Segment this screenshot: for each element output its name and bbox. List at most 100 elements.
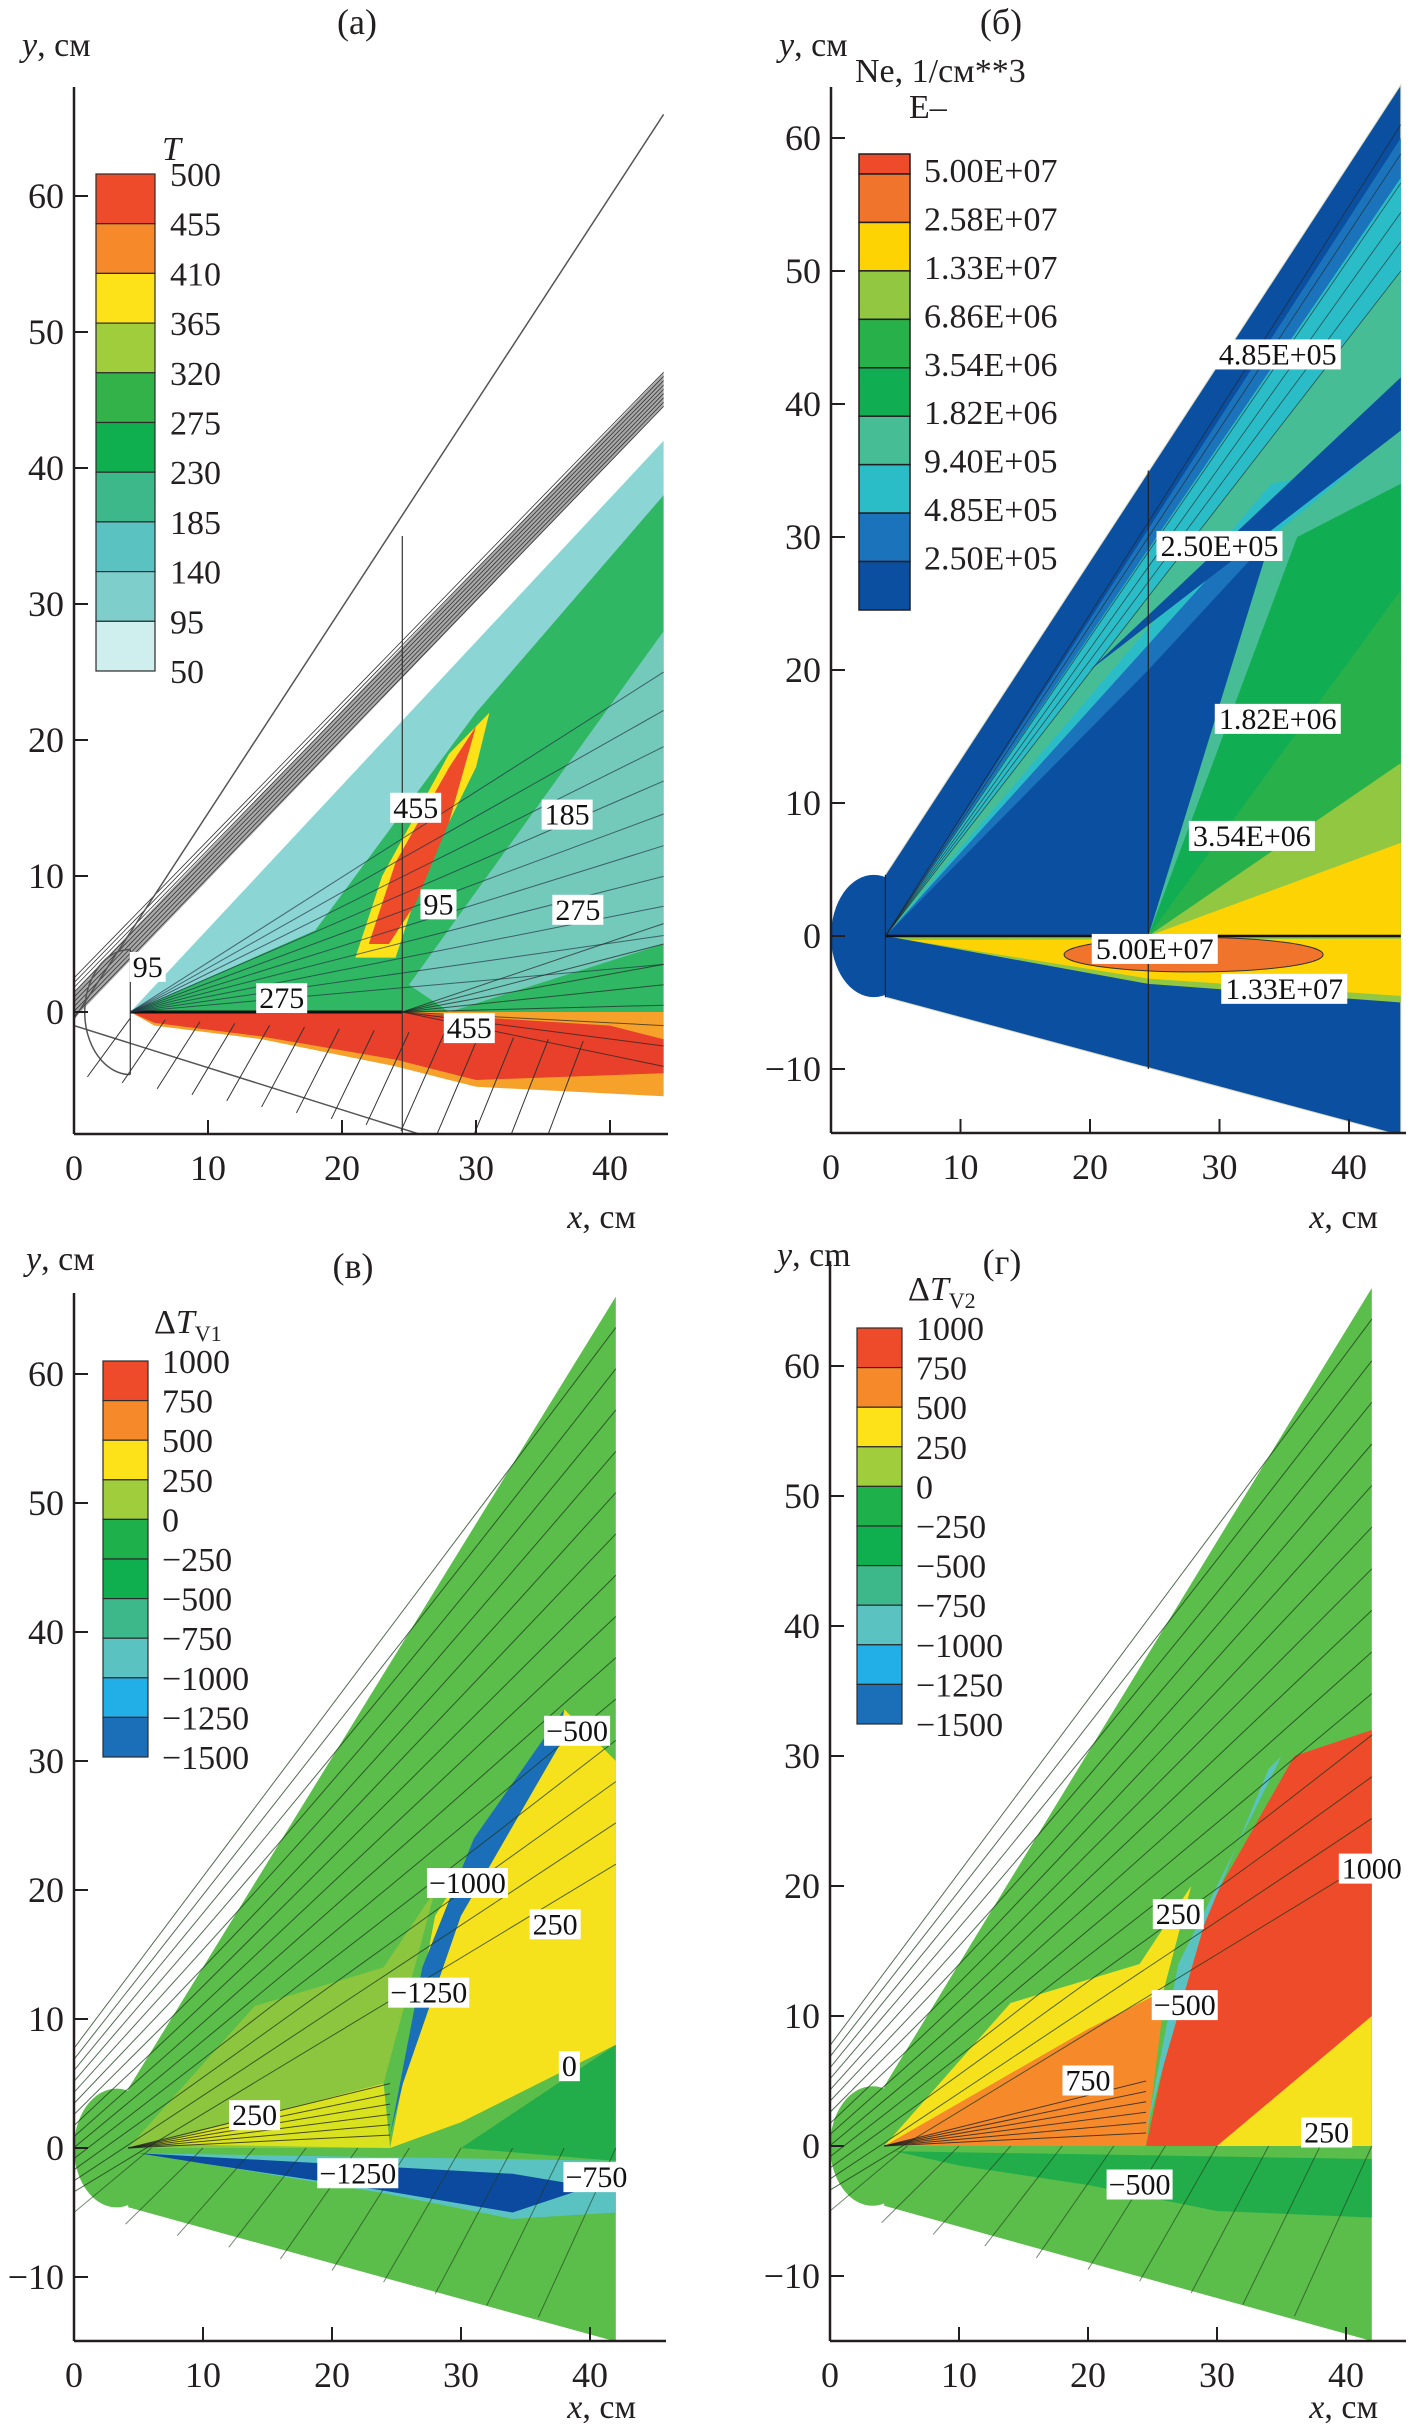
hatch-line [473,1037,514,1134]
contour-label: 455 [447,1012,492,1045]
contour-label-bg [1152,1899,1204,1930]
shock-streamline [74,384,664,993]
lower-streamline [74,2147,152,2213]
colorbar-level-label: 140 [170,555,221,592]
contour-label: −500 [546,1715,608,1748]
lower-streamline [383,2147,462,2283]
panel-g-x-axis-title: x, см [1308,2389,1378,2426]
colorbar-band [858,415,911,466]
streamline [830,1360,1373,2058]
y-tick-label: 40 [785,384,821,424]
y-tick-label: 30 [784,1736,820,1776]
contour-label-bg [1091,933,1218,964]
streamline [130,710,664,1013]
y-tick-label: 0 [802,2126,820,2166]
hatch-line [86,1017,131,1078]
shock-streamline [74,397,664,1007]
panel-v-y-axis-title: y, см [23,1241,95,1278]
x-tick-label: 30 [1199,2355,1235,2395]
streamline [402,963,664,1013]
hatch-line [121,1019,166,1084]
shock-streamline [74,393,664,1003]
streamline [884,2132,1147,2147]
hatch-line [295,1028,340,1114]
colorbar-level-label: 2.50E+05 [924,541,1057,578]
contour-label: 95 [133,951,163,984]
lower-streamline [881,2145,960,2224]
x-tick-label: 10 [190,1148,226,1188]
colorbar-level-label: 0 [162,1502,179,1539]
panel-b-axes: 0 10 20 30 40 −10 0 10 20 30 40 50 60 [765,87,1406,1187]
y-tick-label: 50 [784,1476,820,1516]
contour-label-bg [1188,820,1315,851]
contour-line [885,182,1402,937]
x-tick-label: 0 [822,1147,840,1187]
colorbar-band [856,1564,903,1606]
contour-label-bg [1301,2117,1353,2148]
colorbar-level-label: −1000 [916,1628,1003,1665]
y-tick-label: 30 [28,584,64,624]
colorbar-exponent-label: E– [909,89,948,126]
y-tick-label: 50 [785,251,821,291]
colorbar-title: Ne, 1/см**3 [855,53,1026,90]
streamline [830,1817,1373,2180]
colorbar-band [102,1479,149,1521]
y-tick-label: −10 [8,2257,64,2297]
contour-label: 250 [1156,1898,1201,1931]
panel-b-extra-y-label: y, cm [774,1237,851,1274]
colorbar-level-label: −1250 [162,1700,249,1737]
x-tick-label: 30 [1202,1147,1238,1187]
colorbar-level-label: 1.33E+07 [924,250,1057,287]
y-tick-label: 60 [28,176,64,216]
shock-streamline [74,406,664,1017]
colorbar-level-label: 185 [170,505,221,542]
hot-fan [1146,1730,1372,2146]
colorbar-level-label: −500 [916,1549,986,1586]
streamline [884,2101,1147,2147]
streamline [830,1693,1373,2147]
streamline [884,2111,1147,2147]
contour-label-bg [541,799,593,830]
streamline [830,1610,1373,2125]
streamline [74,1533,617,2105]
y-tick-label: −10 [765,1049,821,1089]
streamline [128,2113,391,2149]
contour-label-bg [317,2158,399,2189]
contour-label-bg [420,889,457,920]
colorbar-band [858,270,911,321]
colorbar-level-label: −500 [162,1582,232,1619]
panel-g-label: (г) [983,1242,1022,1282]
colorbar-level-label: −1000 [162,1661,249,1698]
x-tick-label: 30 [443,2355,479,2395]
contour-label-bg [1151,1990,1218,2021]
panel-b-electron-density: 0 10 20 30 40 −10 0 10 20 30 40 50 60 5.00E+07 2.58E+… [765,2,1406,1274]
colorbar-level-label: 750 [162,1384,213,1421]
contour-label-bg [229,2100,281,2131]
colorbar-band [856,1525,903,1567]
colorbar-band [95,620,156,672]
contour-label-bg [256,983,308,1014]
contour-label: 250 [1304,2117,1349,2150]
colorbar-band [858,463,911,514]
streamline [74,1409,617,2072]
shock-layer-band [74,372,664,1019]
colorbar-level-label: −1500 [162,1740,249,1777]
panel-v-contour-labels: −500 −1000 −1250 250 0 250 −1250 −750 [229,1715,630,2194]
colorbar-band [858,512,911,563]
yellow-tail [1217,2016,1372,2146]
streamline [830,1568,1373,2113]
lower-streamline [486,2147,565,2306]
cold-ridge [390,1709,565,2136]
panel-a-label: (a) [337,2,377,42]
colorbar-band [858,318,911,369]
panel-g-colorbar: 10007505002500−250−500−750−1000−1250−150… [856,1271,1003,1744]
colorbar-level-label: −1250 [916,1667,1003,1704]
streamline [74,1657,617,2138]
contour-label: 275 [555,894,600,927]
colorbar-band [102,1677,149,1719]
nose-region [831,874,917,998]
streamline [130,845,664,1013]
colorbar-title: ΔTV2 [908,1271,976,1313]
colorbar-level-label: −750 [162,1621,232,1658]
